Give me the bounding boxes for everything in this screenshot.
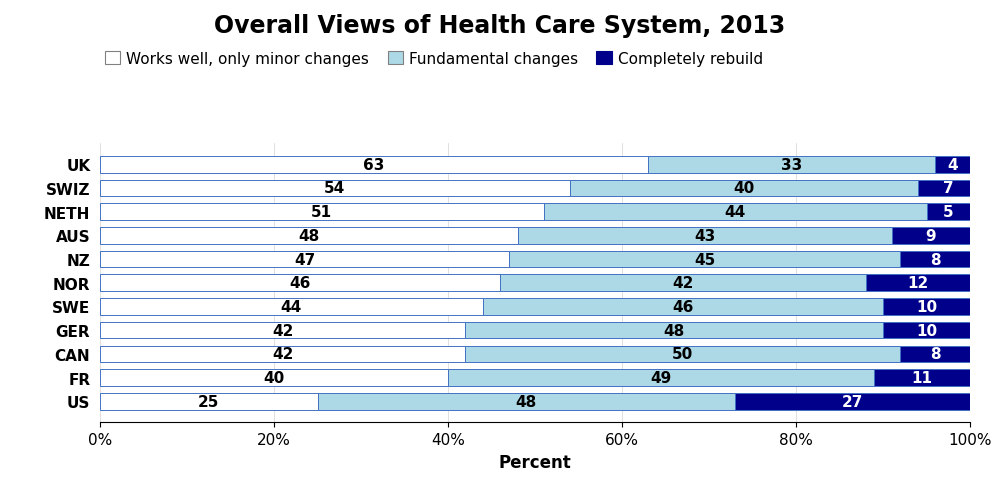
Legend: Works well, only minor changes, Fundamental changes, Completely rebuild: Works well, only minor changes, Fundamen… — [99, 46, 769, 73]
Text: 44: 44 — [281, 300, 302, 314]
Bar — [935, 156, 970, 173]
Text: 63: 63 — [363, 157, 385, 172]
Bar — [544, 204, 927, 220]
Bar — [100, 275, 500, 291]
Bar — [900, 251, 970, 268]
Bar — [100, 156, 648, 173]
Text: 27: 27 — [842, 394, 863, 409]
Bar — [918, 180, 979, 197]
Bar — [465, 346, 900, 362]
Text: Overall Views of Health Care System, 2013: Overall Views of Health Care System, 201… — [214, 14, 786, 38]
Bar — [100, 322, 465, 339]
Text: 48: 48 — [516, 394, 537, 409]
Text: 47: 47 — [294, 252, 315, 267]
Text: 5: 5 — [943, 205, 954, 220]
Text: 10: 10 — [916, 323, 937, 338]
Bar — [100, 251, 509, 268]
Bar — [735, 393, 970, 410]
Text: 42: 42 — [272, 347, 293, 361]
Bar — [465, 322, 883, 339]
Text: 51: 51 — [311, 205, 332, 220]
Text: 49: 49 — [651, 371, 672, 385]
Text: 25: 25 — [198, 394, 219, 409]
Text: 40: 40 — [263, 371, 285, 385]
Text: 40: 40 — [733, 181, 754, 196]
Text: 42: 42 — [272, 323, 293, 338]
Bar — [518, 228, 892, 244]
Bar — [318, 393, 735, 410]
Text: 8: 8 — [930, 347, 941, 361]
Bar — [648, 156, 935, 173]
Bar — [900, 346, 970, 362]
Text: 7: 7 — [943, 181, 954, 196]
Bar — [100, 346, 465, 362]
Bar — [509, 251, 900, 268]
Text: 48: 48 — [664, 323, 685, 338]
Text: 54: 54 — [324, 181, 346, 196]
Text: 4: 4 — [947, 157, 958, 172]
Bar — [883, 299, 970, 315]
Text: 9: 9 — [926, 228, 936, 243]
Bar — [892, 228, 970, 244]
Bar — [100, 393, 318, 410]
Text: 43: 43 — [694, 228, 715, 243]
Bar — [100, 228, 518, 244]
Bar — [100, 180, 570, 197]
Bar — [927, 204, 970, 220]
Text: 50: 50 — [672, 347, 694, 361]
Bar — [570, 180, 918, 197]
Bar — [874, 370, 970, 386]
Text: 12: 12 — [907, 276, 928, 291]
Bar — [883, 322, 970, 339]
Bar — [448, 370, 874, 386]
Bar — [866, 275, 970, 291]
Text: 45: 45 — [694, 252, 715, 267]
Text: 10: 10 — [916, 300, 937, 314]
Text: 46: 46 — [672, 300, 694, 314]
Text: 33: 33 — [781, 157, 802, 172]
Bar — [100, 370, 448, 386]
Text: 46: 46 — [289, 276, 311, 291]
Bar — [483, 299, 883, 315]
Text: 44: 44 — [724, 205, 746, 220]
Text: 48: 48 — [298, 228, 319, 243]
Bar — [100, 299, 483, 315]
Text: 42: 42 — [672, 276, 694, 291]
Text: 11: 11 — [912, 371, 933, 385]
Bar — [500, 275, 866, 291]
Bar — [100, 204, 544, 220]
X-axis label: Percent: Percent — [499, 453, 571, 470]
Text: 8: 8 — [930, 252, 941, 267]
